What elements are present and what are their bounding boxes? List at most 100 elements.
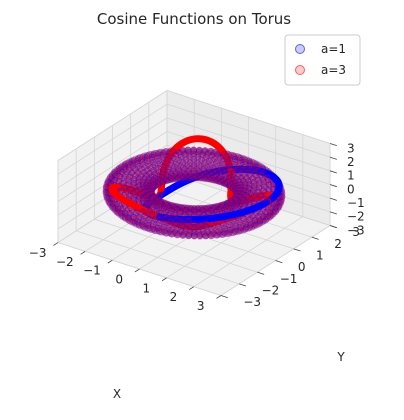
point-a3	[234, 166, 241, 174]
point-a3	[212, 153, 220, 160]
point-a1	[211, 176, 219, 184]
point-a1	[238, 156, 246, 164]
point-a1	[196, 172, 204, 180]
point-a3	[195, 151, 202, 158]
point-a3	[173, 158, 180, 166]
point-a1	[214, 162, 222, 170]
point-a1	[207, 161, 215, 168]
point-a3	[202, 156, 209, 163]
point-a1	[202, 149, 210, 156]
point-a1	[150, 150, 157, 158]
point-a1	[194, 159, 201, 167]
point-a1	[202, 169, 210, 176]
point-a3	[138, 158, 146, 166]
legend-marker-a1	[295, 44, 305, 54]
point-a1	[136, 165, 144, 173]
point-a1	[253, 176, 260, 184]
point-a1	[169, 154, 177, 162]
point-a1	[155, 154, 163, 162]
point-a3	[171, 174, 179, 182]
tick-mark	[275, 260, 283, 264]
point-a1	[154, 155, 162, 162]
point-a1	[130, 156, 138, 164]
point-a1	[205, 172, 212, 179]
point-a1	[231, 165, 239, 173]
point-a1	[202, 173, 210, 181]
point-a3	[217, 163, 225, 171]
point-a1	[231, 155, 239, 163]
point-a3	[239, 154, 246, 162]
point-a3	[209, 150, 217, 158]
point-a3	[155, 150, 162, 158]
point-a1	[179, 147, 187, 155]
point-a1	[221, 180, 228, 187]
point-a1	[190, 158, 197, 166]
point-a3	[247, 166, 254, 174]
z-tick-label: −1	[347, 196, 365, 210]
point-a1	[239, 180, 246, 188]
point-a3	[211, 176, 218, 184]
point-a1	[182, 156, 190, 163]
point-a1	[242, 159, 249, 166]
point-a3	[182, 153, 189, 161]
point-a1	[172, 170, 180, 178]
point-a1	[206, 162, 214, 170]
point-a1	[202, 153, 210, 160]
point-a3	[190, 159, 198, 166]
point-a1	[236, 155, 244, 163]
point-a1	[203, 163, 211, 171]
point-a3	[168, 152, 175, 159]
point-a1	[190, 146, 197, 154]
point-a1	[177, 153, 185, 161]
point-a3	[171, 157, 179, 164]
point-a3	[199, 173, 207, 180]
point-a1	[203, 175, 211, 183]
point-a3	[160, 226, 168, 233]
point-a3	[255, 183, 263, 190]
point-a1	[226, 162, 233, 170]
z-tick-label: 1	[347, 169, 355, 183]
point-a1	[210, 173, 218, 181]
point-a3	[129, 162, 137, 169]
point-a1	[150, 168, 158, 176]
y-tick-label: −1	[280, 272, 298, 286]
point-a1	[195, 161, 203, 169]
point-a3	[187, 162, 194, 170]
point-a3	[196, 148, 204, 156]
point-a3	[190, 170, 198, 178]
point-a1	[138, 156, 146, 164]
point-a1	[199, 166, 207, 173]
point-a1	[159, 149, 167, 157]
point-a3	[190, 146, 197, 154]
point-a3	[228, 157, 236, 165]
point-a1	[134, 160, 141, 168]
grid-line-z	[57, 144, 168, 216]
point-a1	[199, 151, 207, 159]
point-a3	[173, 154, 181, 161]
point-a3	[204, 160, 212, 168]
point-a3	[256, 178, 264, 186]
point-a1	[163, 152, 171, 160]
point-a1	[190, 150, 198, 158]
x-tick-label: 0	[115, 273, 123, 287]
point-a3	[193, 168, 201, 176]
point-a3	[240, 166, 248, 174]
point-a3	[214, 169, 221, 176]
point-a3	[129, 157, 137, 165]
y-tick-label: 2	[334, 237, 342, 251]
point-a3	[229, 151, 237, 159]
point-a3	[197, 159, 205, 167]
point-a1	[196, 155, 203, 163]
point-a3	[208, 176, 216, 183]
point-a1	[213, 176, 220, 183]
point-a1	[240, 155, 248, 163]
point-a1	[143, 167, 151, 174]
point-a1	[184, 147, 191, 154]
grid-line-z	[57, 103, 168, 175]
point-a1	[215, 166, 223, 173]
point-a1	[213, 171, 220, 179]
point-a3	[208, 149, 216, 157]
legend-marker-a3	[295, 65, 305, 75]
tick-mark	[329, 143, 337, 147]
grid-line-y	[76, 230, 240, 285]
